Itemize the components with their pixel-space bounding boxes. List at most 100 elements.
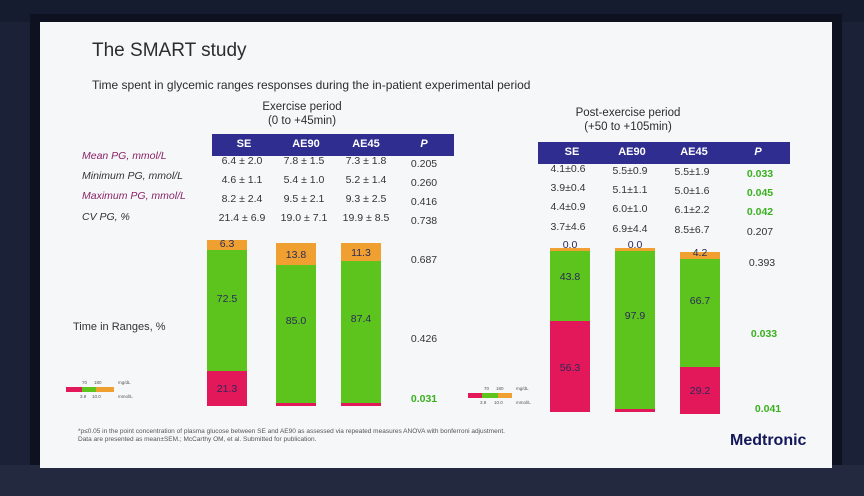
ex-ae90-in-range-label: 85.0	[285, 315, 307, 328]
ex-max-ae90: 9.5 ± 2.1	[283, 193, 325, 205]
ex-cv-p: 0.738	[410, 215, 438, 227]
post-ae90-above-range-label: 0.0	[627, 238, 643, 251]
ex-min-ae45: 5.2 ± 1.4	[345, 174, 387, 186]
post-ae45-above-range-segment	[680, 252, 720, 259]
post-max-ae90: 6.0±1.0	[612, 203, 648, 215]
post-se-in-range-label: 43.8	[559, 270, 581, 283]
col-p: P	[420, 138, 428, 150]
post-max-ae45: 6.1±2.2	[674, 204, 710, 216]
post-min-se: 3.9±0.4	[550, 182, 586, 194]
range-legend-exercise: 70 180 mg/dL 3.9 10.0 mmol/L	[66, 380, 133, 402]
post-exercise-period-title: Post-exercise period (+50 to +105min)	[575, 107, 681, 133]
post-ae90-in-range-label: 97.9	[624, 309, 646, 322]
exercise-period-title: Exercise period (0 to +45min)	[262, 101, 342, 127]
post-bar-se: 56.3 43.8 0.0	[550, 239, 590, 412]
col-p: P	[754, 146, 762, 158]
col-ae45: AE45	[352, 138, 380, 150]
medtronic-logo: Medtronic	[730, 432, 807, 449]
ex-ae90-above-range-segment	[276, 243, 316, 266]
row-label-min-pg: Minimum PG, mmol/L	[82, 170, 183, 182]
post-min-p: 0.045	[746, 187, 774, 199]
ex-ae45-above-range-label: 11.3	[351, 247, 371, 260]
post-max-se: 4.4±0.9	[550, 201, 586, 213]
ex-ae45-in-range-label: 87.4	[350, 313, 372, 326]
exercise-table-header: SE AE90 AE45 P	[212, 134, 454, 156]
ex-ae45-below-range-segment	[341, 403, 381, 406]
ex-cv-ae90: 19.0 ± 7.1	[280, 212, 328, 224]
ex-se-in-range-label: 72.5	[216, 292, 238, 305]
slide-title: The SMART study	[92, 40, 247, 61]
post-bar-ae90: 2.197.90.0	[615, 239, 655, 412]
slide-subtitle: Time spent in glycemic ranges responses …	[92, 78, 531, 92]
post-ae90-in-range-segment	[615, 250, 655, 409]
post-se-below-range-label: 56.3	[559, 361, 581, 374]
ex-mean-ae45: 7.3 ± 1.8	[345, 155, 387, 167]
post-mean-se: 4.1±0.6	[550, 163, 586, 175]
post-se-above-range-label: 0.0	[562, 238, 578, 251]
post-ae90-below-range-segment	[615, 408, 655, 412]
ex-ae90-above-range-label: 13.8	[285, 249, 307, 262]
post-ae45-in-range-label: 66.7	[689, 295, 711, 308]
ex-se-in-range-segment	[207, 250, 247, 371]
post-ae90-above-range-segment	[615, 248, 655, 251]
ex-min-ae90: 5.4 ± 1.0	[283, 174, 325, 186]
row-label-max-pg: Maximum PG, mmol/L	[82, 190, 186, 202]
post-bar-ae45: 29.2 66.7 4.2	[680, 247, 720, 414]
time-in-ranges-label: Time in Ranges, %	[73, 321, 166, 333]
ex-inrange-p: 0.426	[410, 333, 438, 345]
ex-mean-p: 0.205	[410, 158, 438, 170]
post-min-ae45: 5.0±1.6	[674, 185, 710, 197]
post-min-ae90: 5.1±1.1	[612, 184, 648, 196]
col-ae45: AE45	[680, 146, 708, 158]
ex-se-below-range-segment	[207, 370, 247, 406]
post-inrange-p: 0.033	[750, 328, 778, 340]
row-label-mean-pg: Mean PG, mmol/L	[82, 150, 167, 162]
post-ae45-in-range-segment	[680, 258, 720, 367]
ex-bar-ae45: 1.387.411.3	[341, 243, 381, 406]
ex-se-above-range-segment	[207, 240, 247, 251]
post-se-above-range-segment	[550, 248, 590, 251]
ex-cv-ae45: 19.9 ± 8.5	[342, 212, 390, 224]
post-se-below-range-segment	[550, 321, 590, 412]
post-cv-se: 3.7±4.6	[550, 221, 586, 233]
ex-se-below-range-label: 21.3	[216, 383, 238, 396]
ex-cv-se: 21.4 ± 6.9	[218, 212, 266, 224]
ex-ae45-above-range-segment	[341, 243, 381, 262]
stage-floor	[0, 465, 864, 496]
col-se: SE	[564, 146, 580, 158]
post-mean-ae45: 5.5±1.9	[674, 166, 710, 178]
ex-bar-se: 21.3 72.5 6.3	[207, 238, 247, 406]
post-below-p: 0.041	[754, 403, 782, 415]
post-mean-ae90: 5.5±0.9	[612, 165, 648, 177]
col-ae90: AE90	[292, 138, 320, 150]
ex-max-ae45: 9.3 ± 2.5	[345, 193, 387, 205]
ex-above-p: 0.687	[410, 254, 438, 266]
post-cv-ae90: 6.9±4.4	[612, 223, 648, 235]
post-above-p: 0.393	[748, 257, 776, 269]
ex-bar-ae90: 1.385.013.8	[276, 243, 316, 406]
slide: The SMART study Time spent in glycemic r…	[40, 22, 832, 468]
ex-ae45-in-range-segment	[341, 261, 381, 404]
ex-se-above-range-label: 6.3	[219, 238, 235, 251]
row-label-cv-pg: CV PG, %	[82, 211, 130, 223]
ex-mean-se: 6.4 ± 2.0	[221, 155, 263, 167]
post-se-in-range-segment	[550, 250, 590, 322]
ex-min-se: 4.6 ± 1.1	[221, 174, 263, 186]
ex-below-p: 0.031	[410, 393, 438, 405]
post-ae45-above-range-label: 4.2	[692, 246, 708, 259]
ex-max-se: 8.2 ± 2.4	[221, 193, 263, 205]
post-cv-p: 0.207	[746, 226, 774, 238]
post-ae45-below-range-segment	[680, 366, 720, 414]
post-max-p: 0.042	[746, 206, 774, 218]
range-legend-post-exercise: 70 180 mg/dL 3.9 10.0 mmol/L	[468, 386, 534, 408]
col-ae90: AE90	[618, 146, 646, 158]
footnote: *p≤0.05 in the point concentration of pl…	[78, 428, 505, 443]
post-ae45-below-range-label: 29.2	[689, 385, 711, 398]
col-se: SE	[236, 138, 252, 150]
ex-max-p: 0.416	[410, 196, 438, 208]
post-exercise-table-header: SE AE90 AE45 P	[538, 142, 790, 164]
post-mean-p: 0.033	[746, 168, 774, 180]
ex-ae90-in-range-segment	[276, 265, 316, 404]
ex-mean-ae90: 7.8 ± 1.5	[283, 155, 325, 167]
post-cv-ae45: 8.5±6.7	[674, 224, 710, 236]
